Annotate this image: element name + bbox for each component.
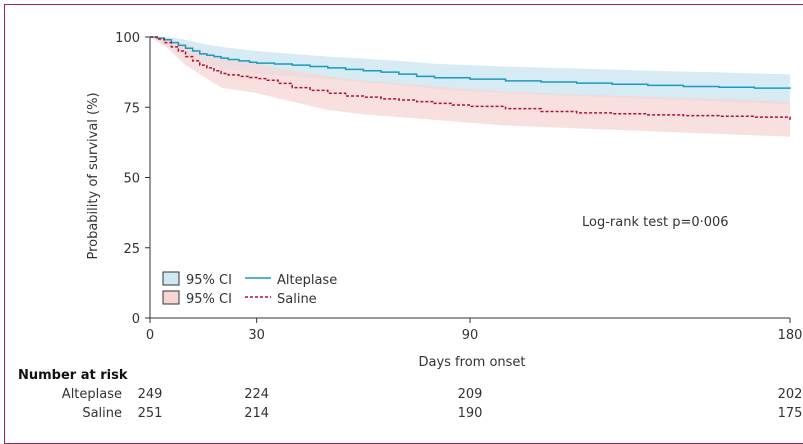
y-tick-label-25: 25 <box>123 242 140 257</box>
survival-lines <box>150 36 791 120</box>
x-tick-label-30: 30 <box>248 328 265 343</box>
logrank-annotation: Log-rank test p=0·006 <box>582 215 729 230</box>
risk-table-title: Number at risk <box>18 368 128 383</box>
survival-line-alteplase <box>150 36 791 89</box>
risk-table: Number at risk Alteplase Saline 249 224 20… <box>18 368 802 421</box>
ci-band-alteplase <box>150 37 790 105</box>
risk-value-alteplase-30: 224 <box>244 387 269 402</box>
risk-row-label-alteplase: Alteplase <box>62 387 122 402</box>
y-tick-label-50: 50 <box>123 172 140 187</box>
legend-ci-swatch-saline <box>162 290 180 305</box>
survival-chart: 0 25 50 75 100 0 30 90 180 Probability of survi… <box>18 31 803 421</box>
risk-value-saline-180: 175 <box>778 406 803 421</box>
risk-value-saline-30: 214 <box>244 406 269 421</box>
survival-line-saline <box>150 36 791 120</box>
legend-label-saline: Saline <box>277 292 317 307</box>
risk-value-alteplase-90: 209 <box>458 387 483 402</box>
risk-row-label-saline: Saline <box>82 406 122 421</box>
y-tick-label-100: 100 <box>115 31 140 46</box>
x-tick-label-180: 180 <box>778 328 803 343</box>
legend: 95% CI Alteplase 95% CI Saline <box>162 271 337 307</box>
risk-value-alteplase-0: 249 <box>138 387 163 402</box>
risk-value-alteplase-180: 202 <box>778 387 803 402</box>
y-tick-label-75: 75 <box>123 101 140 116</box>
risk-value-saline-0: 251 <box>138 406 163 421</box>
x-ticks: 0 30 90 180 <box>146 318 803 343</box>
risk-value-saline-90: 190 <box>458 406 483 421</box>
ci-band-saline <box>150 37 790 137</box>
y-tick-label-0: 0 <box>132 312 140 327</box>
x-tick-label-90: 90 <box>462 328 479 343</box>
legend-label-alteplase: Alteplase <box>277 273 337 288</box>
y-axis-title: Probability of survival (%) <box>86 92 101 259</box>
ci-bands <box>150 37 790 137</box>
risk-values: 249 224 209 202 251 214 190 175 <box>138 387 803 421</box>
legend-ci-swatch-alteplase <box>162 271 180 286</box>
x-axis-title: Days from onset <box>418 355 525 370</box>
legend-ci-label-saline: 95% CI <box>186 292 232 307</box>
x-tick-label-0: 0 <box>146 328 154 343</box>
legend-ci-label-alteplase: 95% CI <box>186 273 232 288</box>
y-ticks: 0 25 50 75 100 <box>115 31 150 327</box>
